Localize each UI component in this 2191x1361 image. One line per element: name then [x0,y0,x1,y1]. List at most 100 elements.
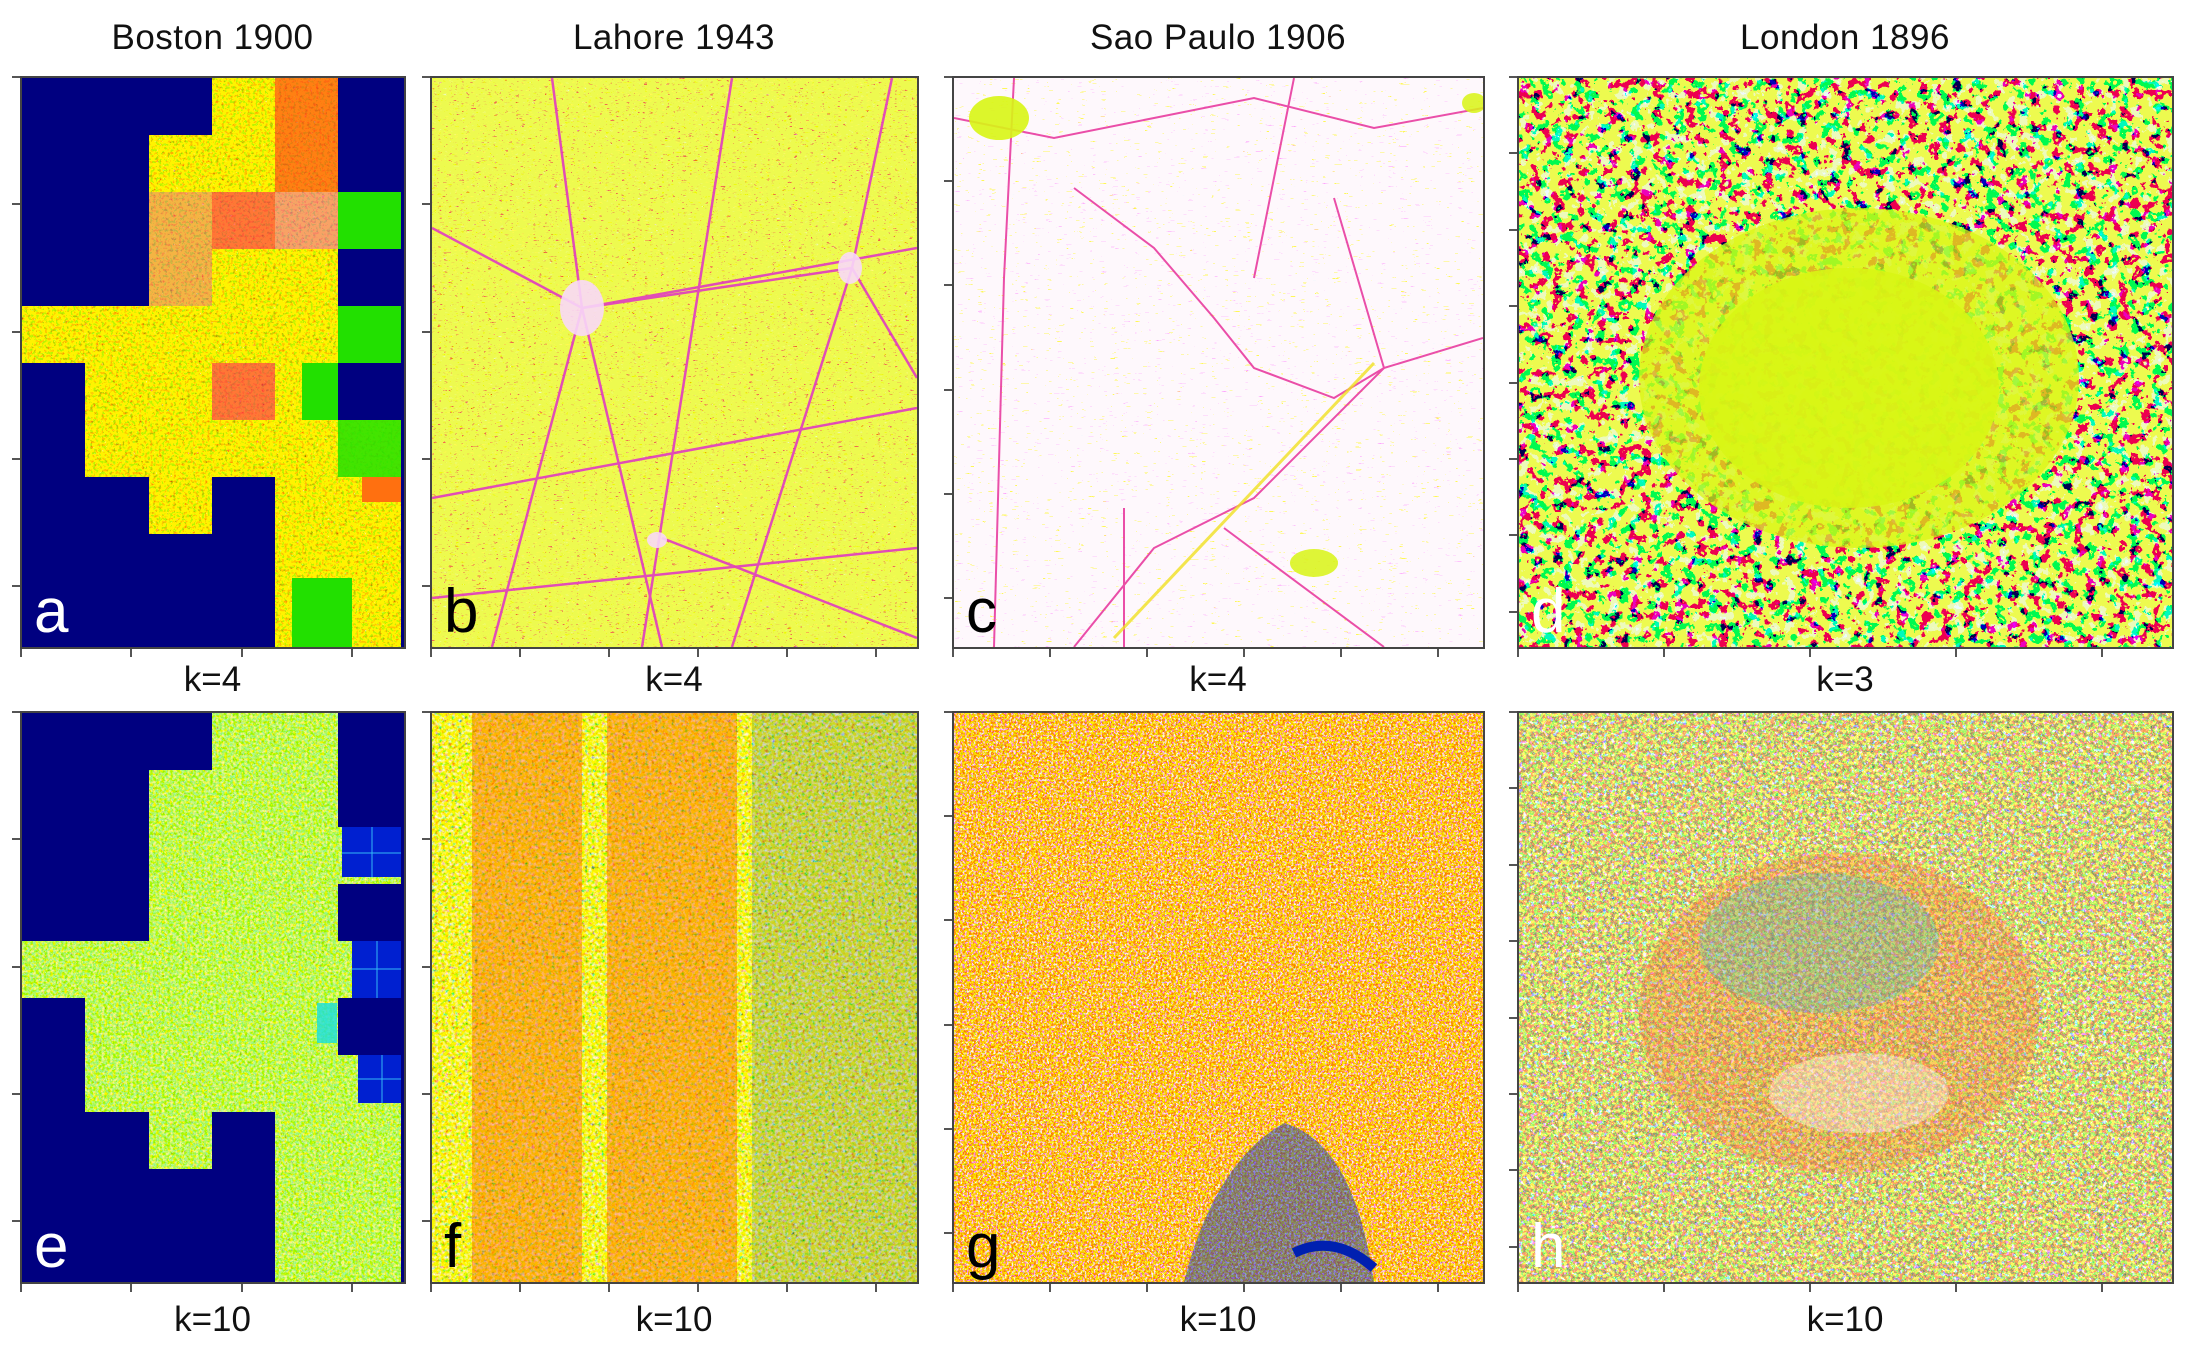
panel-letter-b: b [444,577,479,646]
y-tick [1509,152,1517,155]
y-tick [12,330,20,333]
x-tick [1663,649,1665,657]
y-tick [1509,1093,1517,1095]
lahore-k4-map [432,78,917,647]
london-k3-map [1519,78,2172,647]
y-tick [12,458,20,460]
london-k10-map [1519,713,2172,1282]
x-tick [130,649,133,657]
x-tick [20,1284,22,1292]
x-tick [1955,649,1957,657]
y-tick [12,1093,20,1095]
k-label-h: k=10 [1806,1300,1884,1339]
y-tick [944,284,952,287]
x-tick [240,649,243,657]
x-tick [1436,1284,1439,1292]
x-tick [430,649,432,657]
x-tick [1048,649,1051,657]
x-tick [874,649,877,657]
y-tick [1509,863,1517,866]
k-label-c: k=4 [1189,660,1247,699]
y-tick [944,1127,952,1130]
x-tick [952,649,954,657]
x-tick [1955,1284,1957,1292]
boston-k10-map [22,713,401,1282]
panel-b-lahore-k4: b [430,76,919,649]
y-tick [1509,1016,1517,1019]
panel-letter-a: a [34,577,69,646]
x-tick [518,649,521,657]
x-tick [952,1284,954,1292]
panel-d-london-k3: d [1517,76,2174,649]
panel-letter-h: h [1531,1212,1566,1281]
y-tick [944,1231,952,1234]
y-tick [1509,610,1517,613]
y-tick [12,838,20,841]
y-tick [1509,458,1517,460]
x-tick [1436,649,1439,657]
y-tick [422,1093,430,1095]
panel-letter-d: d [1531,577,1566,646]
x-tick [1048,1284,1051,1292]
y-tick [944,388,952,391]
x-tick [1517,1284,1519,1292]
x-tick [607,1284,610,1292]
panel-letter-e: e [34,1212,69,1281]
x-tick [1663,1284,1665,1292]
column-title-london: London 1896 [1740,18,1950,57]
panel-h-london-k10: h [1517,711,2174,1284]
x-tick [1809,1284,1811,1292]
y-tick [944,919,952,922]
panel-f-lahore-k10: f [430,711,919,1284]
sao-paulo-k10-map [954,713,1483,1282]
lahore-k10-map [432,713,917,1282]
x-tick [1339,1284,1342,1292]
x-tick [1145,1284,1148,1292]
y-tick [12,1220,20,1223]
y-tick [944,180,952,183]
y-tick [12,203,20,206]
y-tick [1509,534,1517,537]
y-tick [1509,305,1517,308]
y-tick [422,1220,430,1223]
boston-k4-map [22,78,401,647]
panel-letter-g: g [966,1212,1001,1281]
panel-a-boston-k4: a [20,76,406,649]
y-tick [422,203,430,206]
x-tick [518,1284,521,1292]
x-tick [430,1284,432,1292]
y-tick [12,76,20,78]
column-title-lahore: Lahore 1943 [572,18,776,57]
y-tick [422,711,430,713]
x-tick [1242,649,1245,657]
sao-paulo-k4-map [954,78,1483,647]
x-tick [874,1284,877,1292]
y-tick [944,1023,952,1026]
column-title-boston: Boston 1900 [111,18,314,57]
x-tick [1339,649,1342,657]
x-tick [696,1284,699,1292]
k-label-a: k=4 [183,660,242,699]
k-label-b: k=4 [645,660,703,699]
y-tick [422,330,430,333]
y-tick [1509,940,1517,943]
y-tick [944,711,952,713]
y-tick [1509,787,1517,790]
y-tick [1509,711,1517,713]
y-tick [422,965,430,968]
x-tick [20,649,22,657]
x-tick [1145,649,1148,657]
y-tick [422,838,430,841]
x-tick [350,1284,353,1292]
x-tick [350,649,353,657]
k-label-f: k=10 [635,1300,713,1339]
k-label-d: k=3 [1816,660,1874,699]
x-tick [785,1284,788,1292]
y-tick [944,76,952,78]
y-tick [422,585,430,588]
y-tick [944,815,952,818]
x-tick [2101,1284,2103,1292]
panel-letter-f: f [444,1212,462,1281]
y-tick [12,585,20,588]
x-tick [2101,649,2103,657]
